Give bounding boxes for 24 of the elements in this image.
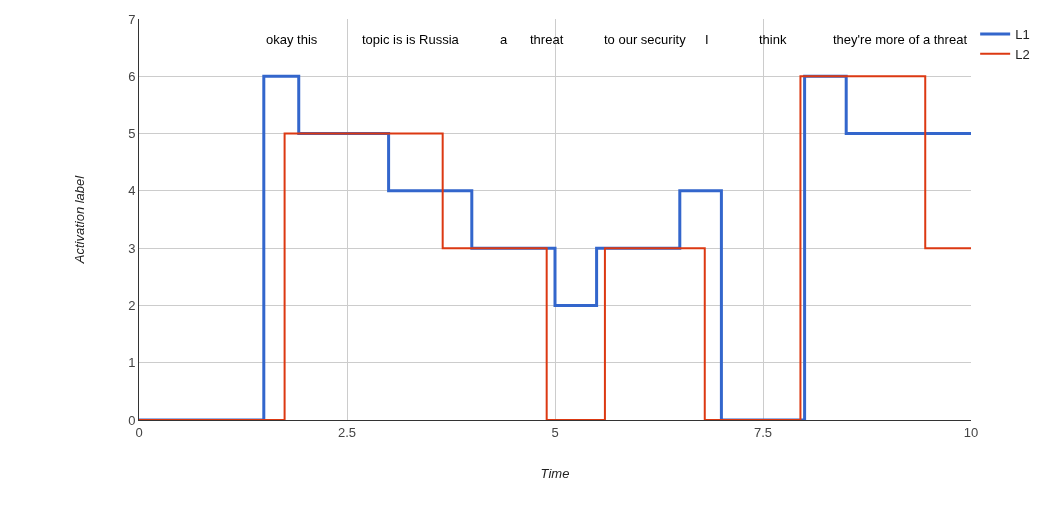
y-tick-label: 6 (128, 68, 136, 84)
y-axis-title: Activation label (72, 174, 88, 265)
annotation: to our security (604, 32, 687, 47)
y-tick-label: 3 (128, 240, 136, 256)
x-tick-label: 7.5 (753, 424, 773, 440)
y-tick-label: 4 (128, 183, 136, 199)
y-tick-label: 2 (128, 297, 136, 313)
annotation: they're more of a threat (833, 32, 968, 47)
x-axis-title: Time (540, 466, 570, 482)
legend-label: L2 (1015, 46, 1030, 62)
y-tick-label: 0 (128, 412, 136, 428)
annotation: I (705, 32, 709, 47)
y-tick-label: 5 (128, 126, 136, 142)
annotation: a (500, 32, 508, 47)
x-tick-label: 5 (551, 424, 559, 440)
legend-label: L1 (1015, 27, 1030, 43)
x-tick-label: 2.5 (337, 424, 357, 440)
annotation: threat (530, 32, 564, 47)
x-tick-label: 10 (963, 424, 979, 440)
annotation: topic is is Russia (362, 32, 460, 47)
y-tick-label: 1 (128, 355, 136, 371)
annotation: think (759, 32, 787, 47)
annotation: okay this (266, 32, 318, 47)
y-tick-label: 7 (128, 11, 136, 27)
